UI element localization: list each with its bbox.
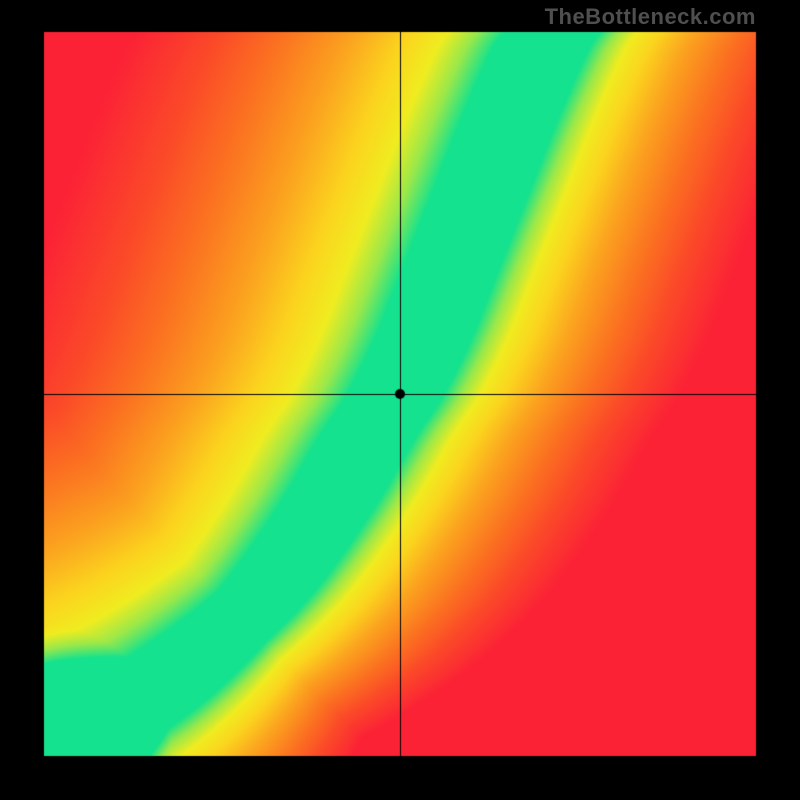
bottleneck-heatmap <box>0 0 800 800</box>
watermark-text: TheBottleneck.com <box>545 4 756 30</box>
